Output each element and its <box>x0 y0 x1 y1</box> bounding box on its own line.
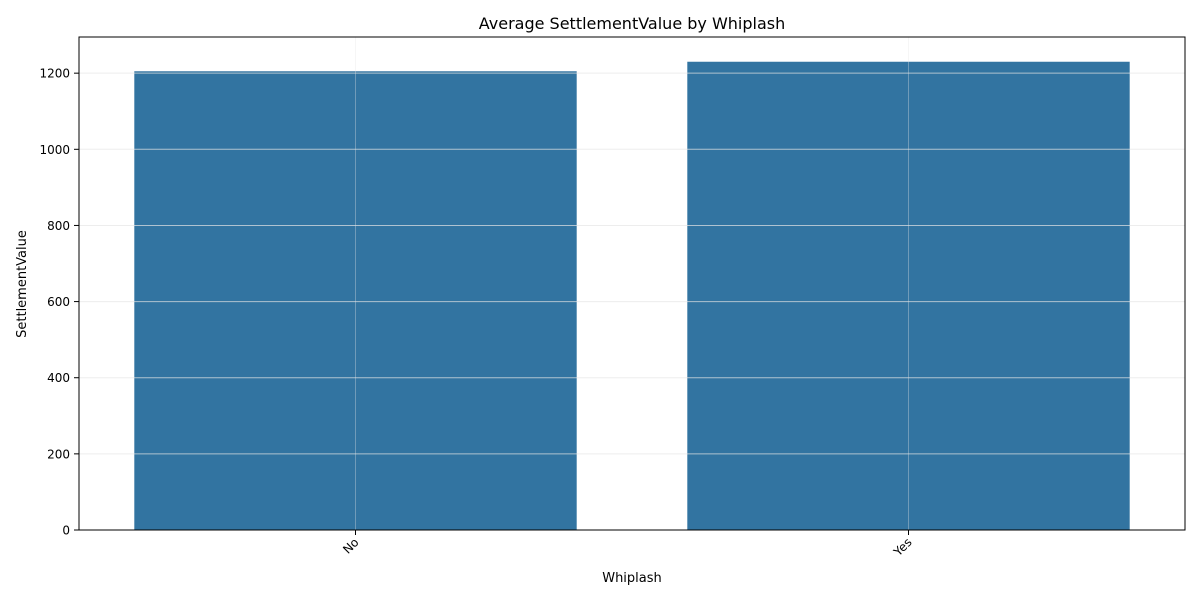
bar-yes <box>687 61 1130 530</box>
y-tick-label: 600 <box>47 295 70 309</box>
x-axis-label: Whiplash <box>602 571 662 586</box>
y-tick-label: 400 <box>47 371 70 385</box>
chart-title: Average SettlementValue by Whiplash <box>479 14 786 33</box>
axes <box>78 36 1186 531</box>
y-tick-label: 0 <box>62 524 70 538</box>
y-tick-label: 1000 <box>39 143 70 157</box>
y-tick-label: 800 <box>47 219 70 233</box>
plot-frame <box>78 36 1186 531</box>
y-axis-label: SettlementValue <box>15 230 30 338</box>
bars-group <box>134 61 1130 531</box>
y-tick-label: 1200 <box>39 67 70 81</box>
y-axis-ticks: 0 200 400 600 800 1000 1200 <box>39 67 79 538</box>
y-tick-label: 200 <box>47 447 70 461</box>
